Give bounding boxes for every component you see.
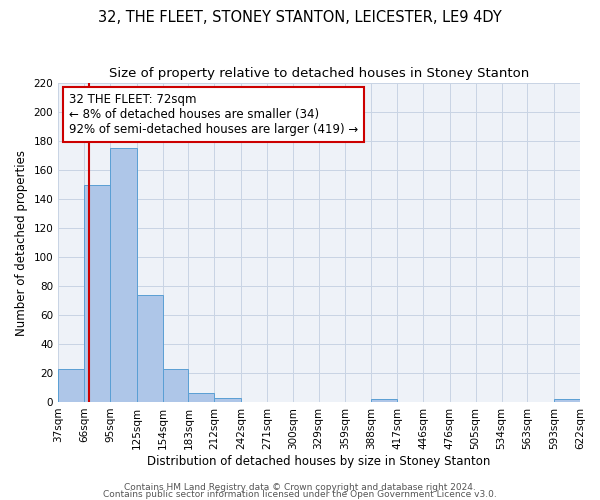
Y-axis label: Number of detached properties: Number of detached properties <box>15 150 28 336</box>
Bar <box>214 398 241 402</box>
Bar <box>58 368 84 402</box>
Text: Contains HM Land Registry data © Crown copyright and database right 2024.: Contains HM Land Registry data © Crown c… <box>124 484 476 492</box>
Text: 32, THE FLEET, STONEY STANTON, LEICESTER, LE9 4DY: 32, THE FLEET, STONEY STANTON, LEICESTER… <box>98 10 502 25</box>
Bar <box>188 394 214 402</box>
Text: 32 THE FLEET: 72sqm
← 8% of detached houses are smaller (34)
92% of semi-detache: 32 THE FLEET: 72sqm ← 8% of detached hou… <box>68 92 358 136</box>
Bar <box>371 399 397 402</box>
X-axis label: Distribution of detached houses by size in Stoney Stanton: Distribution of detached houses by size … <box>148 454 491 468</box>
Bar <box>163 368 188 402</box>
Bar <box>137 294 163 402</box>
Title: Size of property relative to detached houses in Stoney Stanton: Size of property relative to detached ho… <box>109 68 529 80</box>
Bar <box>554 399 580 402</box>
Text: Contains public sector information licensed under the Open Government Licence v3: Contains public sector information licen… <box>103 490 497 499</box>
Bar <box>110 148 137 402</box>
Bar <box>84 184 110 402</box>
